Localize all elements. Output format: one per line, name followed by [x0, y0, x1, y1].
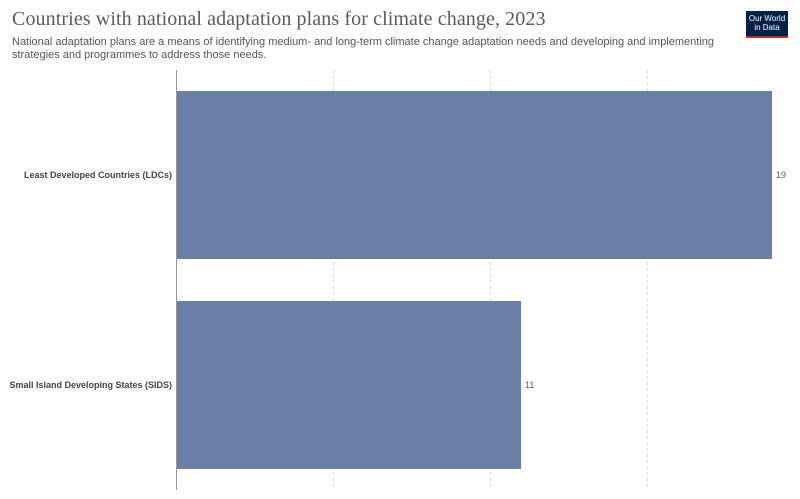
logo-line-1: Our World [748, 14, 786, 23]
value-label: 11 [525, 380, 534, 390]
chart-title: Countries with national adaptation plans… [12, 8, 546, 30]
chart-subtitle: National adaptation plans are a means of… [12, 36, 715, 61]
owid-logo[interactable]: Our World in Data [746, 11, 788, 38]
logo-line-2: in Data [754, 23, 780, 32]
bar [176, 91, 772, 259]
category-label: Least Developed Countries (LDCs) [24, 170, 172, 180]
bar [176, 301, 522, 469]
bars [176, 91, 772, 469]
category-label: Small Island Developing States (SIDS) [9, 380, 172, 390]
value-label: 19 [776, 170, 786, 180]
labels: Least Developed Countries (LDCs) 19 Small … [9, 170, 786, 390]
